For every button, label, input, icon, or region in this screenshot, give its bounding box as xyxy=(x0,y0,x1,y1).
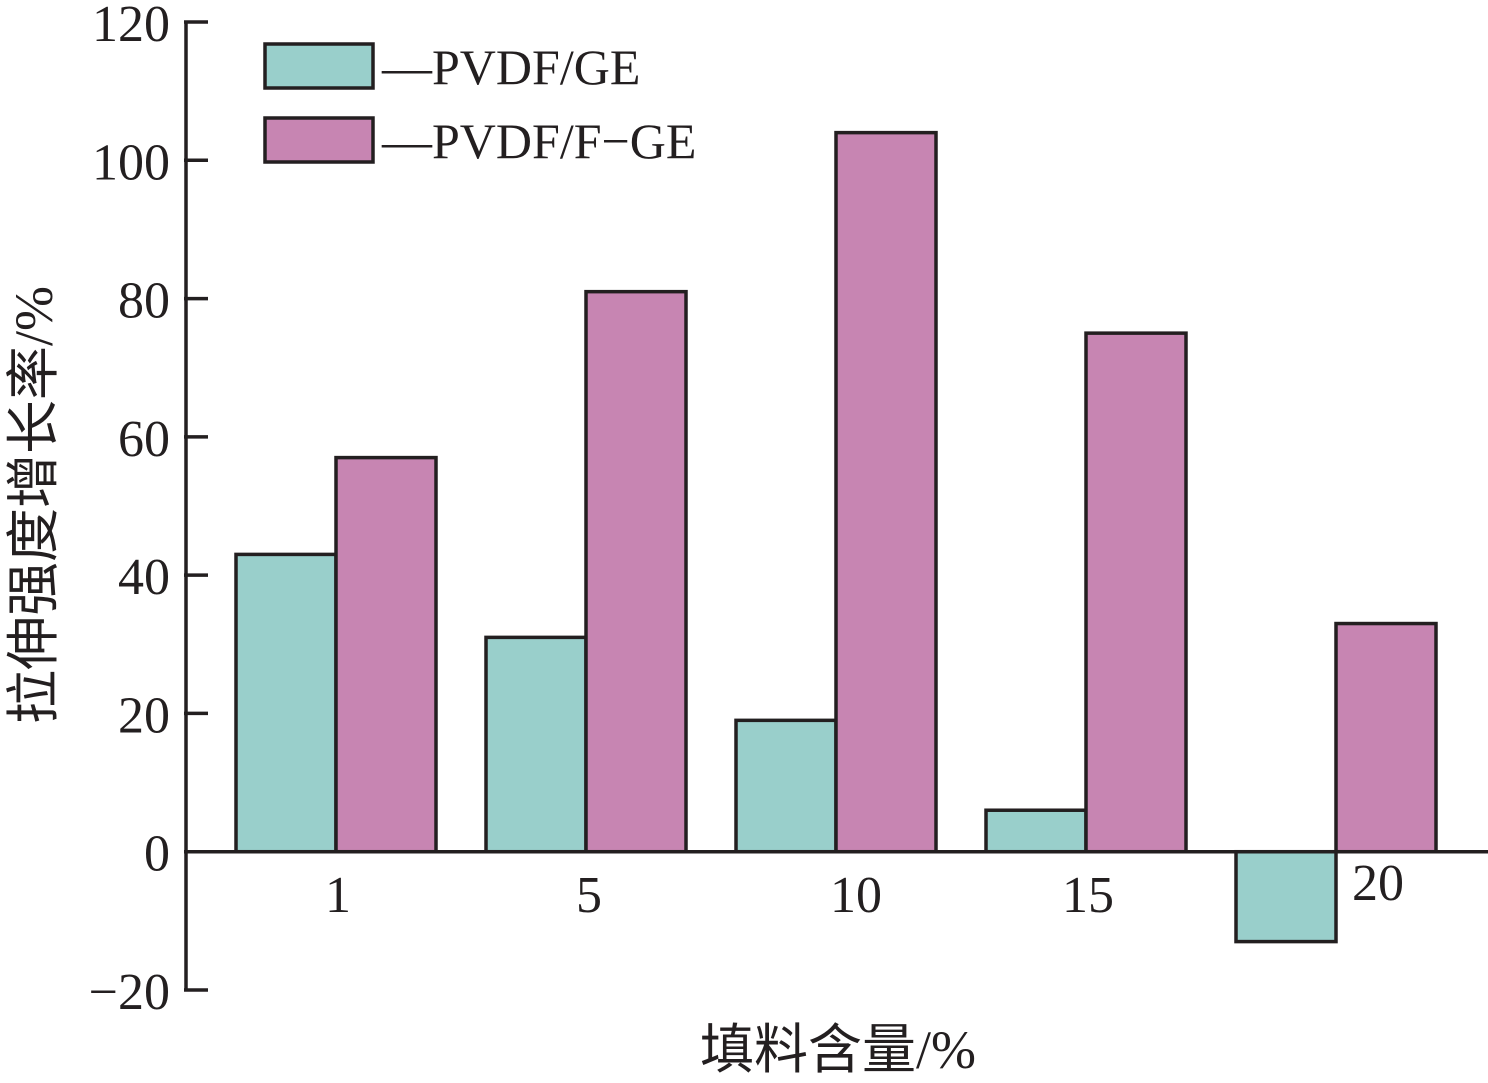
bar-pvdf-ge-5 xyxy=(484,635,588,854)
bar-pvdf-ge-20 xyxy=(1234,849,1338,944)
legend-swatch xyxy=(263,116,375,164)
bar-pvdf-ge-1 xyxy=(234,552,338,854)
x-category-label: 15 xyxy=(1062,867,1114,924)
y-tick-label: 80 xyxy=(118,273,170,330)
legend: —PVDF/GE —PVDF/F−GE xyxy=(263,39,696,169)
y-axis-title: 拉伸强度增长率/% xyxy=(4,286,64,724)
x-category-label: 1 xyxy=(325,867,351,924)
y-tick-label: 40 xyxy=(118,549,170,606)
x-category-label: 5 xyxy=(576,867,602,924)
bar-pvdf-f-ge-10 xyxy=(834,130,938,854)
y-ticks-group: 120 100 80 60 40 20 0 −20 xyxy=(89,0,208,1021)
x-category-labels-group: 1 5 10 15 20 xyxy=(325,855,1404,924)
x-category-label: 10 xyxy=(830,867,882,924)
bars-group xyxy=(234,130,1438,944)
y-tick-label: 100 xyxy=(92,134,170,191)
bar-pvdf-f-ge-20 xyxy=(1334,621,1438,854)
y-tick-label: 0 xyxy=(144,826,170,883)
y-tick-label: 60 xyxy=(118,411,170,468)
bar-pvdf-ge-15 xyxy=(984,808,1088,854)
bar-pvdf-f-ge-1 xyxy=(334,455,438,854)
bar-pvdf-ge-10 xyxy=(734,718,838,854)
y-tick-label: 120 xyxy=(92,0,170,53)
x-axis-title: 填料含量/% xyxy=(700,1020,976,1080)
bar-pvdf-f-ge-5 xyxy=(584,289,688,854)
y-tick-label: −20 xyxy=(89,964,170,1021)
legend-label: —PVDF/GE xyxy=(381,39,640,95)
axes-group xyxy=(184,22,1488,990)
y-tick-label: 20 xyxy=(118,687,170,744)
legend-swatch xyxy=(263,42,375,90)
x-category-label: 20 xyxy=(1352,855,1404,912)
bar-pvdf-f-ge-15 xyxy=(1084,331,1188,854)
legend-label: —PVDF/F−GE xyxy=(381,113,696,169)
